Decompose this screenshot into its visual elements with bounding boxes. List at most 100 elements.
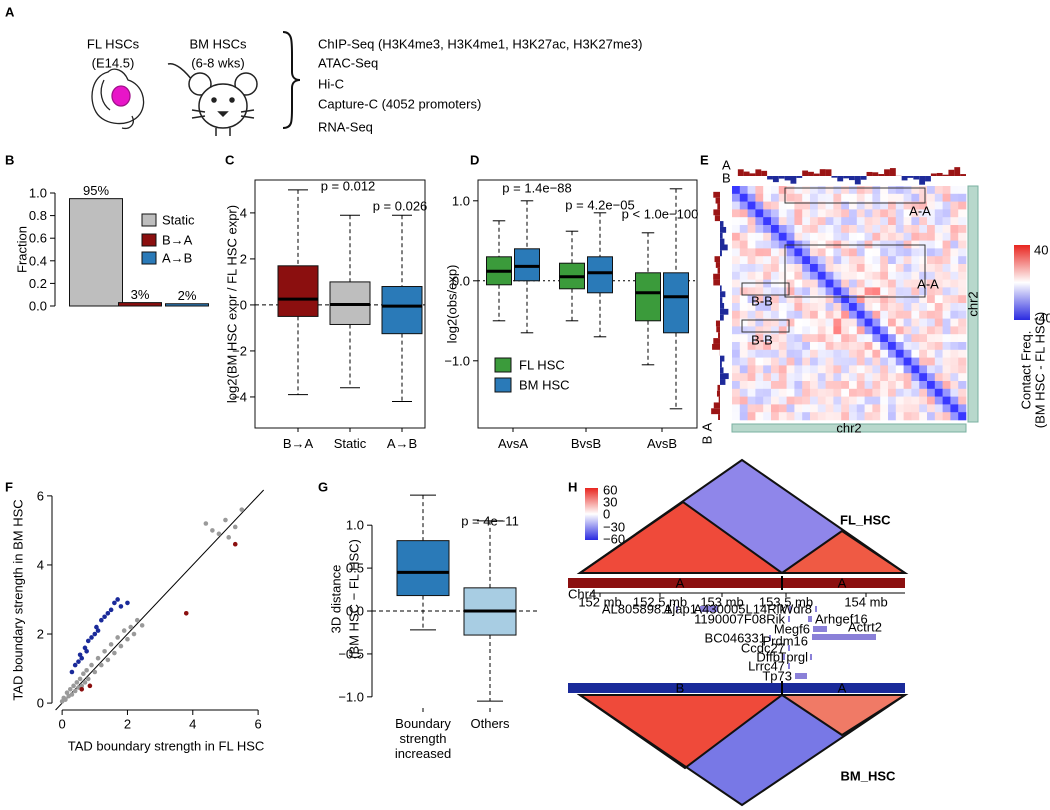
heatmap-cell [911,373,920,382]
heatmap-cell [739,225,748,234]
heatmap-cell [794,388,803,397]
box [277,265,319,317]
heatmap-cell [934,201,943,210]
heatmap-cell [841,303,850,312]
heatmap-cell [739,256,748,265]
heatmap-cell [864,303,873,312]
heatmap-cell [880,295,889,304]
heatmap-cell [786,225,795,234]
box [381,286,423,335]
heatmap-cell [810,264,819,273]
heatmap-cell [778,186,787,195]
heatmap-cell [958,303,967,312]
heatmap-cell [849,279,858,288]
heatmap-cell [919,365,928,374]
heatmap-cell [942,334,951,343]
point [77,652,83,658]
heatmap-cell [778,388,787,397]
heatmap-cell [872,412,881,421]
y-tick-label: 0 [240,297,247,312]
heatmap-cell [942,232,951,241]
heatmap-cell [802,412,811,421]
heatmap-cell [849,287,858,296]
heatmap-cell [864,388,873,397]
point [69,692,75,697]
heatmap-cell [864,357,873,366]
heatmap-cell [755,357,764,366]
heatmap-cell [919,342,928,351]
heatmap-cell [841,326,850,335]
heatmap-cell [903,412,912,421]
heatmap-cell [903,303,912,312]
compartment-track [749,173,756,176]
heatmap-cell [927,357,936,366]
heatmap-cell [864,225,873,234]
heatmap-cell [927,373,936,382]
heatmap-cell [778,357,787,366]
heatmap-cell [934,365,943,374]
heatmap-cell [825,404,834,413]
heatmap-cell [950,357,959,366]
x-tick-label: AvsA [497,436,529,451]
heatmap-cell [942,287,951,296]
heatmap-cell [755,217,764,226]
point [63,697,68,702]
heatmap-cell [880,334,889,343]
heatmap-cell [755,349,764,358]
heatmap-cell [895,225,904,234]
heatmap-cell [888,365,897,374]
heatmap-cell [911,193,920,202]
heatmap-cell [817,209,826,218]
gene-label: Prdm16 [762,634,808,649]
heatmap-cell [903,287,912,296]
heatmap-cell [825,295,834,304]
heatmap-cell [872,225,881,234]
heatmap-cell [771,373,780,382]
heatmap-cell [903,357,912,366]
heatmap-cell [763,357,772,366]
heatmap-cell [802,193,811,202]
compartment-track [715,320,720,327]
heatmap-cell [732,225,741,234]
heatmap-cell [755,279,764,288]
heatmap-cell [903,404,912,413]
point [232,524,238,530]
chromosome: Chr4 [568,587,596,602]
heatmap-cell [817,381,826,390]
heatmap-cell [880,388,889,397]
heatmap-cell [747,209,756,218]
compartment-track [720,361,722,368]
heatmap-cell [888,256,897,265]
heatmap-cell [911,334,920,343]
heatmap-cell [911,381,920,390]
heatmap-cell [778,326,787,335]
compartment-track [755,169,762,176]
heatmap-cell [802,342,811,351]
heatmap-cell [802,271,811,280]
y-tick-label: 0.8 [29,208,47,223]
heatmap-cell [841,232,850,241]
heatmap-cell [856,349,865,358]
compartment-track [720,303,725,309]
heatmap-cell [856,310,865,319]
heatmap-cell [903,201,912,210]
heatmap-cell [864,217,873,226]
heatmap-cell [888,357,897,366]
y-axis-label: Fraction [15,226,30,273]
gene-glyph [813,626,827,632]
heatmap-cell [880,373,889,382]
heatmap-cell [880,256,889,265]
heatmap-cell [802,349,811,358]
heatmap-cell [888,310,897,319]
heatmap-cell [732,193,741,202]
heatmap-cell [872,186,881,195]
heatmap-cell [841,342,850,351]
heatmap-cell [739,271,748,280]
y-tick-label: 1.0 [346,518,364,533]
heatmap-cell [833,396,842,405]
heatmap-cell [817,201,826,210]
point [239,507,245,512]
heatmap-cell [817,334,826,343]
heatmap-cell [864,264,873,273]
gene-glyph [815,606,817,612]
